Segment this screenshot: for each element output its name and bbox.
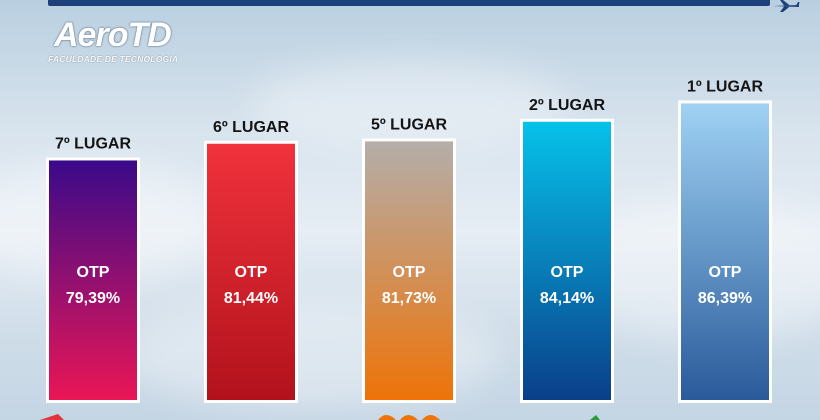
rank-label: 1º LUGAR xyxy=(687,78,764,95)
bar-2 xyxy=(207,143,295,400)
value-label: 86,39% xyxy=(698,290,752,307)
value-label: 79,39% xyxy=(66,290,120,307)
value-label: 81,73% xyxy=(382,290,436,307)
top-stripe xyxy=(48,0,770,6)
bar-1 xyxy=(49,160,137,400)
value-label: 84,14% xyxy=(540,290,594,307)
metric-label: OTP xyxy=(235,264,268,281)
logo-subtitle: FACULDADE DE TECNOLOGIA xyxy=(48,54,179,64)
airplane-icon xyxy=(773,0,800,12)
value-label: 81,44% xyxy=(224,290,278,307)
rank-label: 2º LUGAR xyxy=(529,97,606,114)
metric-label: OTP xyxy=(709,264,742,281)
bar-4 xyxy=(523,121,611,400)
brand-logo: AeroTD FACULDADE DE TECNOLOGIA xyxy=(46,14,186,66)
rank-label: 7º LUGAR xyxy=(55,135,132,152)
metric-label: OTP xyxy=(77,264,110,281)
rank-label: 6º LUGAR xyxy=(213,119,290,136)
rank-label: 5º LUGAR xyxy=(371,116,448,133)
bar-3 xyxy=(365,141,453,400)
bar-5 xyxy=(681,103,769,400)
metric-label: OTP xyxy=(551,264,584,281)
bottom-logo-strip xyxy=(40,414,600,420)
metric-label: OTP xyxy=(393,264,426,281)
logo-name: AeroTD xyxy=(54,16,172,54)
